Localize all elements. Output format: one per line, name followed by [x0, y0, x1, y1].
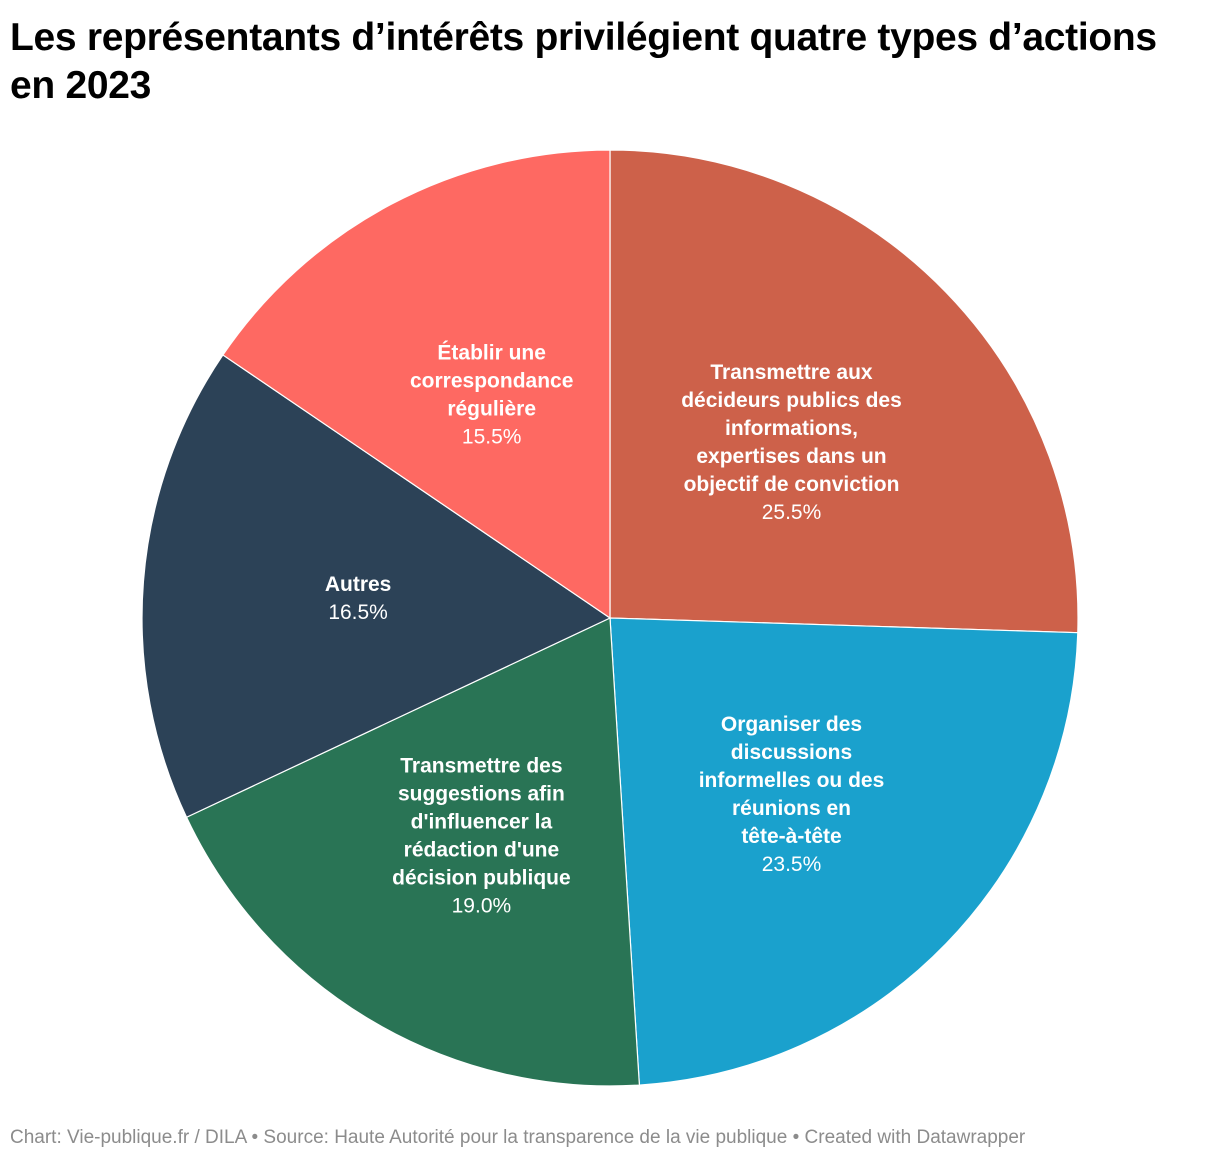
pie-slice-0	[609, 149, 1079, 634]
slice-label-3: Autres 16.5%	[325, 573, 392, 624]
pie-slice-2	[185, 617, 641, 1087]
slice-name-line: tête-à-tête	[741, 825, 841, 848]
slice-label-1: Organiser des discussions informelles ou d…	[699, 713, 885, 876]
pie-slice-3	[141, 354, 612, 819]
slice-name-line: informations,	[725, 417, 858, 440]
slice-value-label: 16.5%	[328, 601, 388, 624]
slice-name-line: suggestions afin	[398, 783, 565, 806]
slice-value-label: 25.5%	[762, 501, 822, 524]
slice-label-2: Transmettre des suggestions afin d'influen…	[392, 755, 571, 918]
slice-name-line: rédaction d'une	[404, 839, 560, 862]
chart-footer: Chart: Vie-publique.fr / DILA • Source: …	[10, 1127, 1026, 1148]
slice-name-line: discussions	[731, 741, 852, 764]
slice-name-line: décideurs publics des	[681, 389, 902, 412]
pie-labels: Transmettre aux décideurs publics des info…	[325, 342, 902, 918]
chart-title: Les représentants d’intérêts privilégien…	[10, 16, 1157, 107]
pie-slice-1	[609, 617, 1079, 1086]
slice-value-label: 15.5%	[462, 426, 522, 449]
pie-slice-4	[222, 149, 611, 620]
slice-name-line: Organiser des	[721, 713, 862, 736]
slice-name-line: Transmettre aux	[710, 361, 873, 384]
slice-name-line: expertises dans un	[696, 445, 886, 468]
slice-value-label: 23.5%	[762, 853, 822, 876]
slice-name-line: informelles ou des	[699, 769, 885, 792]
slice-name-line: d'influencer la	[411, 811, 553, 834]
slice-name-line: régulière	[447, 398, 536, 421]
slice-name-line: Autres	[325, 573, 392, 596]
pie-chart: Transmettre aux décideurs publics des info…	[141, 149, 1079, 1087]
slice-name-line: correspondance	[410, 370, 573, 393]
slice-label-4: Établir une correspondance régulière 15.5%	[410, 342, 573, 449]
slice-label-0: Transmettre aux décideurs publics des info…	[681, 361, 902, 524]
slice-value-label: 19.0%	[452, 895, 512, 918]
pie-slices	[141, 149, 1079, 1087]
slice-name-line: réunions en	[732, 797, 851, 820]
slice-name-line: Établir une	[437, 342, 546, 365]
slice-name-line: décision publique	[392, 867, 571, 890]
slice-name-line: objectif de conviction	[684, 473, 900, 496]
slice-name-line: Transmettre des	[400, 755, 562, 778]
